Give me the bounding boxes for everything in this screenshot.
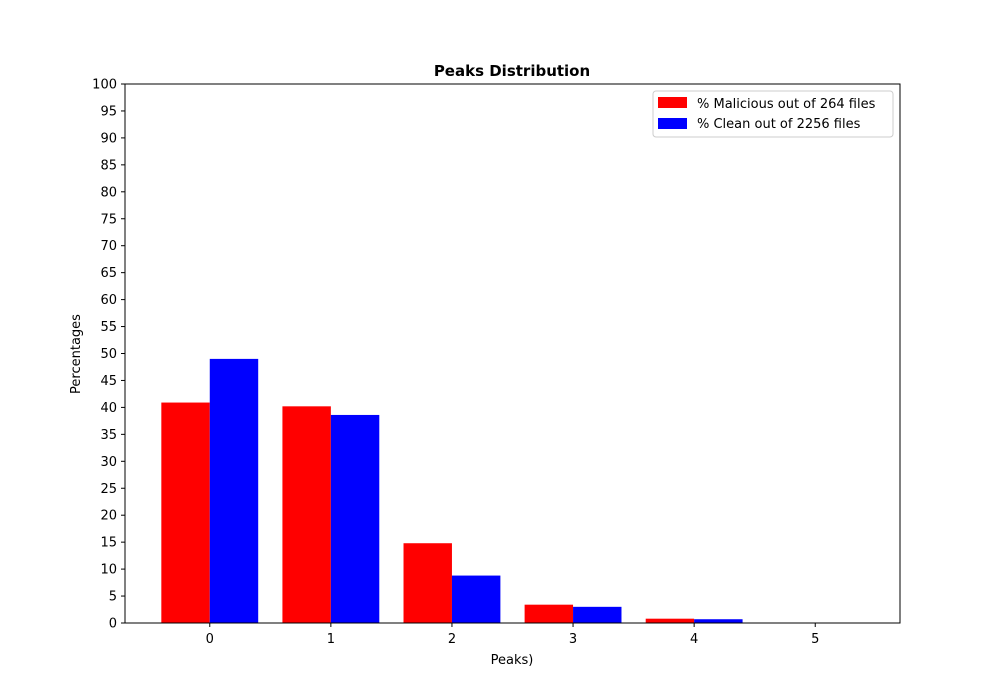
- y-tick-label: 45: [100, 374, 117, 389]
- y-tick-label: 5: [109, 590, 117, 605]
- legend-label-clean: % Clean out of 2256 files: [697, 117, 861, 132]
- y-tick-label: 10: [100, 563, 117, 578]
- x-tick-label: 2: [448, 632, 456, 647]
- y-tick-label: 50: [100, 347, 117, 362]
- x-axis-label: Peaks): [491, 653, 534, 668]
- y-tick-label: 60: [100, 293, 117, 308]
- y-tick-label: 20: [100, 509, 117, 524]
- y-tick-label: 0: [109, 617, 117, 632]
- x-axis: 0 1 2 3 4 5: [206, 623, 819, 647]
- y-tick-label: 90: [100, 131, 117, 146]
- y-tick-label: 100: [92, 78, 117, 93]
- x-tick-label: 3: [569, 632, 577, 647]
- y-tick-label: 80: [100, 185, 117, 200]
- bar-malicious-1: [282, 406, 331, 623]
- legend-swatch-clean: [658, 118, 687, 129]
- x-tick-label: 1: [327, 632, 335, 647]
- y-tick-label: 35: [100, 428, 117, 443]
- y-axis: 0 5 10 15 20 25 30 35 40 45 50 55 60 65 70 75 80 85 90 95 10…: [92, 78, 125, 632]
- bar-malicious-0: [161, 402, 210, 623]
- y-tick-label: 25: [100, 482, 117, 497]
- y-tick-label: 15: [100, 536, 117, 551]
- bar-malicious-4: [645, 618, 695, 623]
- bar-clean-0: [209, 358, 259, 623]
- bars-layer: [161, 358, 743, 623]
- y-tick-label: 70: [100, 239, 117, 254]
- legend-swatch-malicious: [658, 97, 687, 108]
- y-tick-label: 85: [100, 158, 117, 173]
- legend-frame: [652, 90, 894, 138]
- legend-label-malicious: % Malicious out of 264 files: [697, 97, 876, 112]
- bar-malicious-2: [403, 543, 452, 623]
- x-tick-label: 4: [690, 632, 698, 647]
- x-tick-label: 5: [811, 632, 819, 647]
- y-tick-label: 55: [100, 320, 117, 335]
- bar-clean-3: [573, 606, 622, 623]
- bar-malicious-3: [524, 604, 574, 623]
- bar-clean-2: [451, 575, 501, 623]
- bar-clean-4: [694, 619, 743, 623]
- y-axis-label: Percentages: [69, 314, 84, 394]
- y-tick-label: 30: [100, 455, 117, 470]
- chart-title: Peaks Distribution: [434, 62, 590, 80]
- y-tick-label: 95: [100, 104, 117, 119]
- bar-clean-1: [330, 414, 380, 623]
- x-tick-label: 0: [206, 632, 214, 647]
- y-tick-label: 75: [100, 212, 117, 227]
- y-tick-label: 40: [100, 401, 117, 416]
- legend: % Malicious out of 264 files % Clean out…: [652, 90, 894, 138]
- plot-frame: [124, 83, 901, 624]
- y-tick-label: 65: [100, 266, 117, 281]
